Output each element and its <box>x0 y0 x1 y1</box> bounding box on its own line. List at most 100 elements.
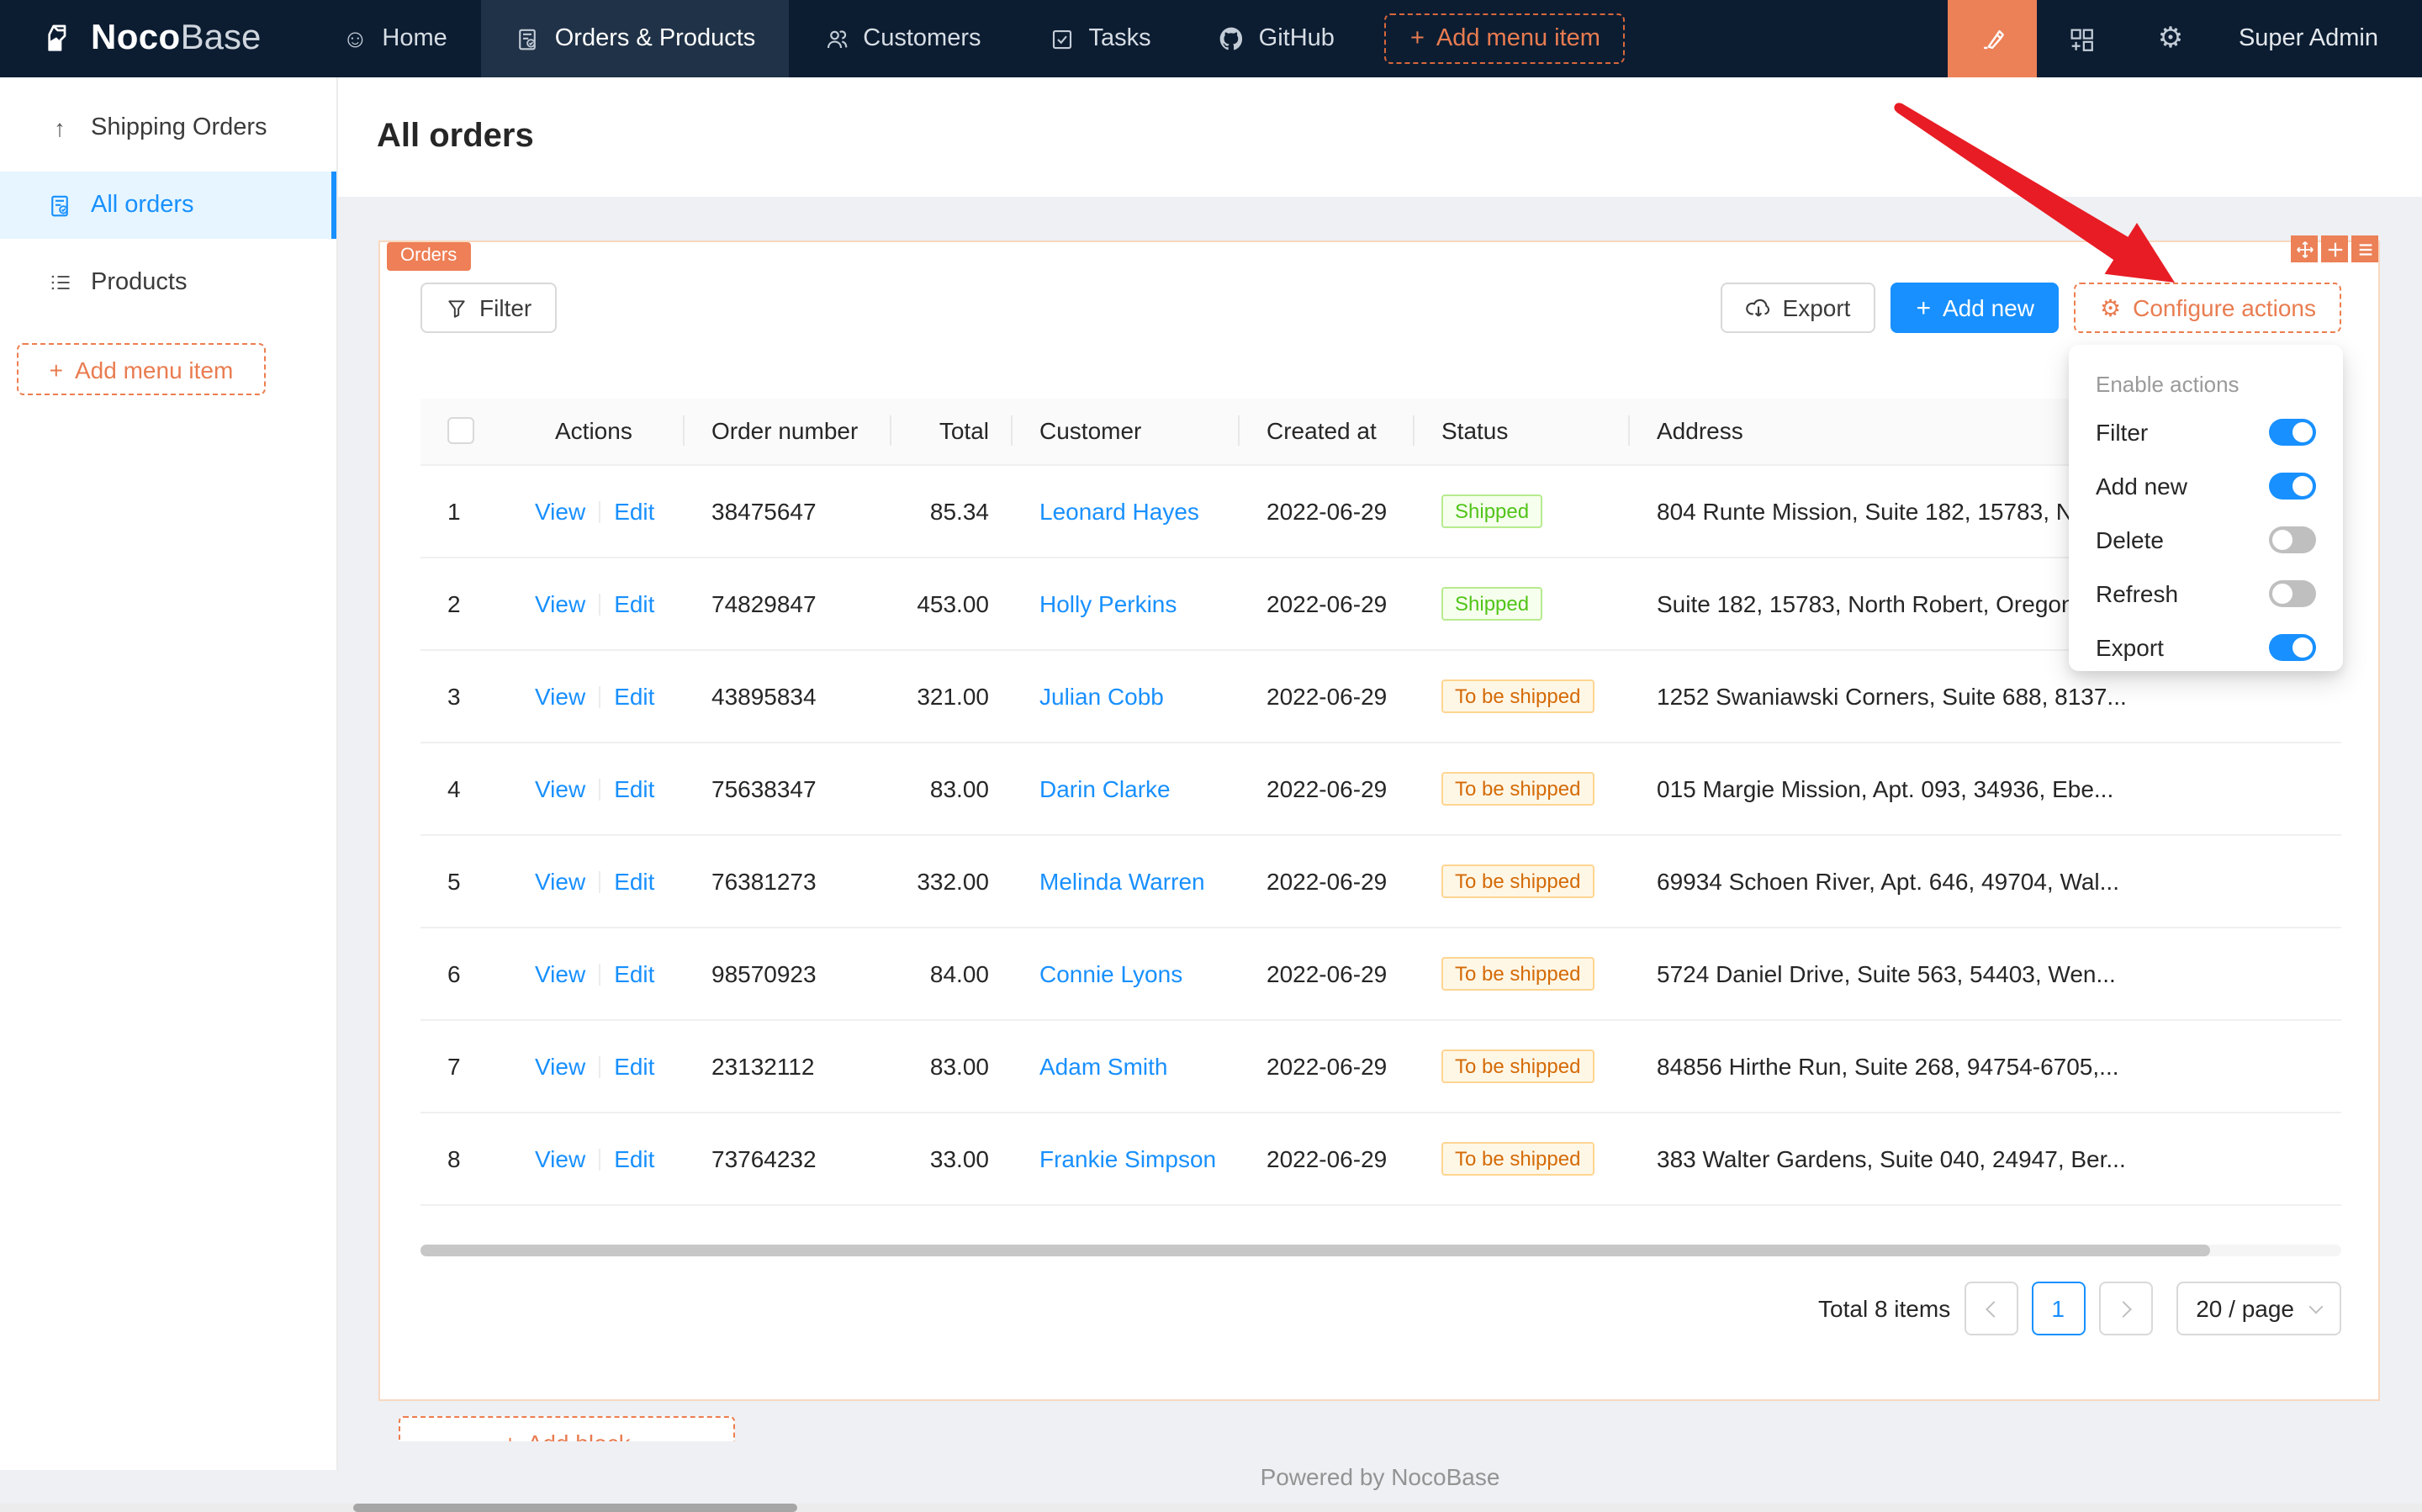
current-page-button[interactable]: 1 <box>2031 1282 2085 1335</box>
nav-item-home[interactable]: ☺Home <box>308 0 480 77</box>
toggle-switch[interactable] <box>2269 580 2316 607</box>
nav-item-github[interactable]: GitHub <box>1185 0 1368 77</box>
sidebar-item-all-orders[interactable]: All orders <box>0 172 336 239</box>
view-link[interactable]: View <box>535 960 585 986</box>
user-name: Super Admin <box>2239 25 2378 52</box>
settings-button[interactable]: ⚙ <box>2126 0 2215 77</box>
customer-link[interactable]: Leonard Hayes <box>1039 497 1199 524</box>
table-row: 6ViewEdit9857092384.00Connie Lyons2022-0… <box>420 927 2341 1019</box>
cell-customer: Holly Perkins <box>1013 557 1240 649</box>
customer-link[interactable]: Adam Smith <box>1039 1052 1168 1079</box>
powered-by-footer: Powered by NocoBase <box>338 1463 2422 1490</box>
edit-link[interactable]: Edit <box>614 1052 654 1079</box>
edit-link[interactable]: Edit <box>614 497 654 524</box>
add-block-icon[interactable] <box>2321 235 2348 262</box>
nocobase-logo[interactable]: NocoBase <box>44 0 261 77</box>
export-button[interactable]: Export <box>1721 283 1876 333</box>
cell-total: 453.00 <box>891 557 1013 649</box>
toggle-label: Delete <box>2096 526 2164 553</box>
table-row: 1ViewEdit3847564785.34Leonard Hayes2022-… <box>420 464 2341 557</box>
sidebar-item-products[interactable]: Products <box>0 249 336 316</box>
orders-doc-icon <box>515 26 542 51</box>
row-index: 8 <box>420 1112 528 1204</box>
toggle-switch[interactable] <box>2269 473 2316 500</box>
row-actions: View Edit <box>528 834 685 927</box>
toggle-switch[interactable] <box>2269 526 2316 553</box>
edit-link[interactable]: Edit <box>614 960 654 986</box>
nav-item-orders-products[interactable]: Orders & Products <box>481 0 790 77</box>
configure-actions-dropdown: Enable actions FilterAdd newDeleteRefres… <box>2069 345 2343 671</box>
cell-status: Shipped <box>1415 557 1630 649</box>
page-size-select[interactable]: 20 / page <box>2176 1282 2341 1335</box>
filter-button[interactable]: Filter <box>420 283 557 333</box>
edit-link[interactable]: Edit <box>614 682 654 709</box>
link-divider <box>599 1148 600 1170</box>
enable-action-filter[interactable]: Filter <box>2096 405 2316 459</box>
drag-move-icon[interactable] <box>2291 235 2318 262</box>
column-header-select[interactable] <box>420 399 528 464</box>
edit-link[interactable]: Edit <box>614 1145 654 1171</box>
sidebar-add-menu-item-button[interactable]: + Add menu item <box>17 343 266 395</box>
configure-actions-button[interactable]: ⚙ Configure actions <box>2075 283 2341 333</box>
user-menu[interactable]: Super Admin <box>2215 0 2422 77</box>
page-scrollbar-thumb[interactable] <box>353 1504 797 1512</box>
pagination-total: Total 8 items <box>1818 1295 1950 1322</box>
select-all-checkbox[interactable] <box>447 418 474 445</box>
view-link[interactable]: View <box>535 497 585 524</box>
table-horizontal-scrollbar[interactable] <box>420 1245 2341 1256</box>
next-page-button[interactable] <box>2098 1282 2152 1335</box>
view-link[interactable]: View <box>535 1052 585 1079</box>
page-header: All orders <box>338 77 2422 197</box>
row-index: 6 <box>420 927 528 1019</box>
customer-link[interactable]: Holly Perkins <box>1039 589 1177 616</box>
enable-action-add-new[interactable]: Add new <box>2096 459 2316 513</box>
chevron-left-icon <box>1985 1300 2002 1317</box>
add-block-button[interactable]: + Add block <box>399 1416 735 1441</box>
cell-status: To be shipped <box>1415 742 1630 834</box>
view-link[interactable]: View <box>535 682 585 709</box>
customer-link[interactable]: Melinda Warren <box>1039 867 1205 894</box>
row-actions: View Edit <box>528 649 685 742</box>
scrollbar-thumb[interactable] <box>420 1245 2210 1256</box>
funnel-icon <box>446 297 468 319</box>
plugins-button[interactable] <box>2037 0 2126 77</box>
table-row: 5ViewEdit76381273332.00Melinda Warren202… <box>420 834 2341 927</box>
edit-link[interactable]: Edit <box>614 775 654 801</box>
enable-action-export[interactable]: Export <box>2096 621 2316 674</box>
customer-link[interactable]: Connie Lyons <box>1039 960 1182 986</box>
block-menu-icon[interactable] <box>2351 235 2378 262</box>
nav-item-customers[interactable]: Customers <box>789 0 1014 77</box>
edit-link[interactable]: Edit <box>614 867 654 894</box>
cell-total: 84.00 <box>891 927 1013 1019</box>
edit-link[interactable]: Edit <box>614 589 654 616</box>
customer-link[interactable]: Julian Cobb <box>1039 682 1164 709</box>
arrow-up-icon: ↑ <box>47 114 72 141</box>
cell-created-at: 2022-06-29 <box>1240 1019 1415 1112</box>
cell-status: To be shipped <box>1415 834 1630 927</box>
toggle-switch[interactable] <box>2269 634 2316 661</box>
enable-action-refresh[interactable]: Refresh <box>2096 567 2316 621</box>
view-link[interactable]: View <box>535 1145 585 1171</box>
block-designer-toolbar <box>2291 235 2378 262</box>
add-new-button[interactable]: + Add new <box>1891 283 2060 333</box>
customers-icon <box>822 26 849 51</box>
prev-page-button[interactable] <box>1964 1282 2017 1335</box>
toggle-label: Filter <box>2096 419 2148 446</box>
nav-item-tasks[interactable]: Tasks <box>1015 0 1185 77</box>
ui-editor-button[interactable] <box>1948 0 2037 77</box>
customer-link[interactable]: Frankie Simpson <box>1039 1145 1216 1171</box>
column-header-Status: Status <box>1415 399 1630 464</box>
view-link[interactable]: View <box>535 589 585 616</box>
gear-icon: ⚙ <box>2158 22 2184 56</box>
toggle-switch[interactable] <box>2269 419 2316 446</box>
cell-customer: Melinda Warren <box>1013 834 1240 927</box>
add-block-label: Add block <box>527 1429 631 1441</box>
page-horizontal-scrollbar[interactable] <box>0 1504 2422 1512</box>
sidebar-item-shipping-orders[interactable]: ↑Shipping Orders <box>0 94 336 161</box>
enable-action-delete[interactable]: Delete <box>2096 513 2316 567</box>
view-link[interactable]: View <box>535 775 585 801</box>
customer-link[interactable]: Darin Clarke <box>1039 775 1171 801</box>
view-link[interactable]: View <box>535 867 585 894</box>
status-badge: Shipped <box>1441 586 1542 620</box>
navbar-add-menu-item-button[interactable]: + Add menu item <box>1385 13 1626 64</box>
